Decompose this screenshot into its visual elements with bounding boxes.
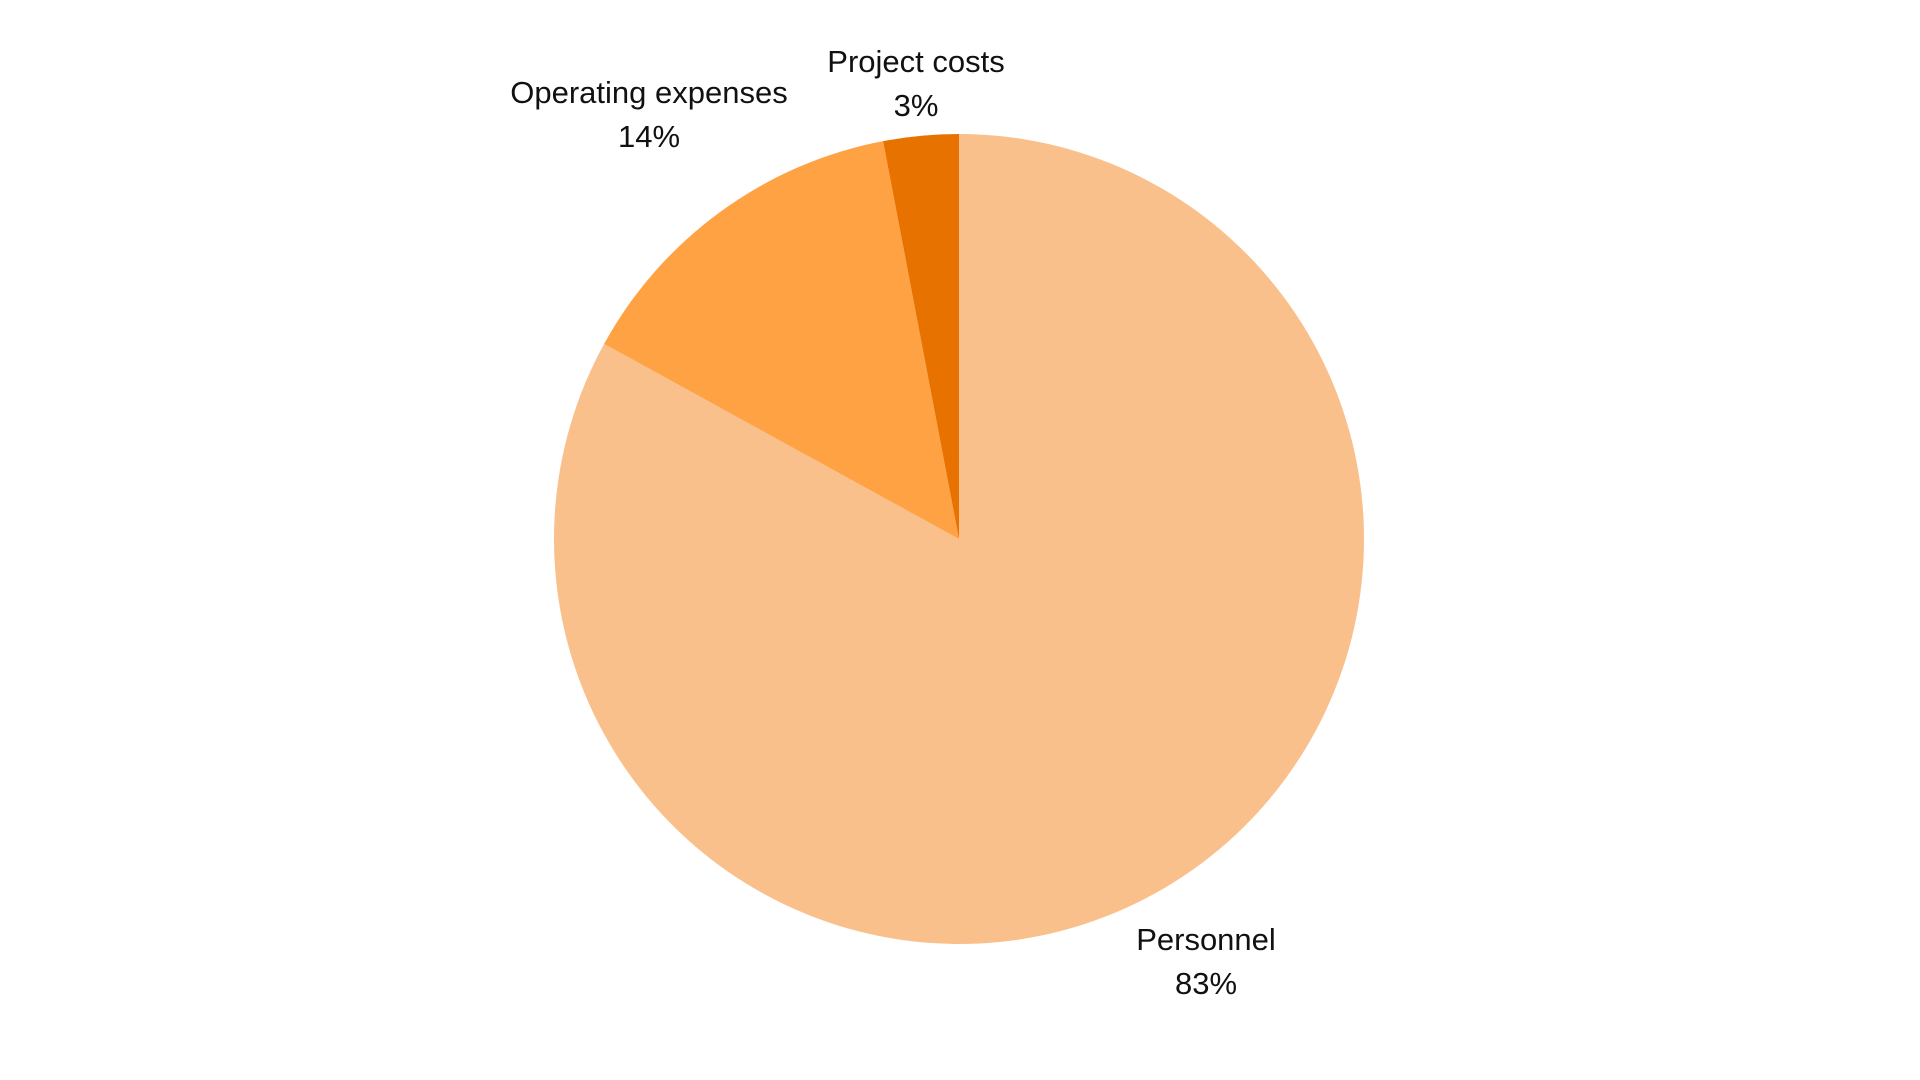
slice-label-project-costs: Project costs 3% <box>827 40 1004 128</box>
slice-label-name: Personnel <box>1136 922 1276 957</box>
slice-label-personnel: Personnel 83% <box>1136 918 1276 1006</box>
pie-slice-operating-expenses <box>604 141 959 540</box>
slice-label-value: 83% <box>1174 966 1238 1001</box>
pie-slice-project-costs <box>883 134 959 539</box>
slice-label-name: Operating expenses <box>510 75 788 110</box>
slice-label-value: 14% <box>617 119 681 154</box>
slice-label-value: 3% <box>893 88 939 123</box>
slice-label-operating-expenses: Operating expenses 14% <box>510 71 787 159</box>
slice-label-name: Project costs <box>827 44 1005 79</box>
